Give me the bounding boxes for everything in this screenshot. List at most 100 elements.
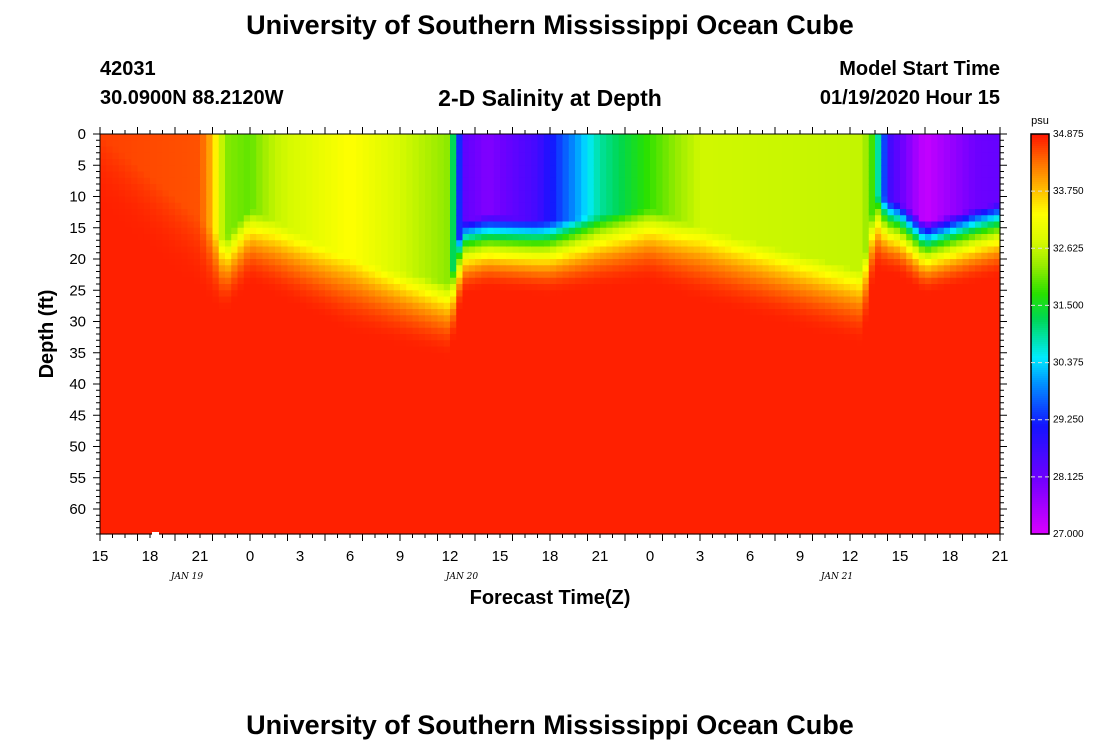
heatmap-cell: [175, 371, 182, 379]
heatmap-cell: [525, 152, 532, 160]
heatmap-cell: [218, 365, 226, 373]
heatmap-cell: [250, 352, 257, 360]
heatmap-cell: [206, 152, 214, 160]
heatmap-cell: [131, 146, 139, 154]
heatmap-cell: [350, 465, 357, 473]
heatmap-cell: [406, 477, 414, 485]
heatmap-cell: [437, 484, 445, 491]
heatmap-cell: [481, 334, 489, 341]
heatmap-cell: [543, 234, 551, 241]
heatmap-cell: [425, 196, 432, 204]
heatmap-cell: [150, 327, 157, 335]
heatmap-cell: [156, 190, 164, 198]
heatmap-cell: [281, 165, 289, 173]
heatmap-cell: [200, 240, 207, 248]
heatmap-cell: [487, 334, 495, 341]
heatmap-cell: [531, 409, 539, 416]
heatmap-cell: [331, 202, 339, 210]
heatmap-cell: [512, 165, 520, 173]
heatmap-cell: [400, 252, 407, 260]
heatmap-cell: [412, 296, 420, 304]
heatmap-cell: [406, 234, 414, 241]
heatmap-cell: [531, 321, 539, 329]
heatmap-cell: [437, 496, 445, 504]
heatmap-cell: [431, 296, 439, 304]
heatmap-cell: [156, 177, 164, 185]
heatmap-cell: [112, 371, 120, 379]
heatmap-cell: [275, 521, 282, 529]
heatmap-cell: [218, 440, 226, 448]
heatmap-cell: [393, 215, 401, 223]
heatmap-cell: [325, 146, 332, 154]
heatmap-cell: [462, 465, 470, 473]
heatmap-cell: [412, 259, 420, 266]
heatmap-cell: [262, 515, 270, 523]
heatmap-cell: [337, 502, 345, 510]
heatmap-cell: [143, 515, 151, 523]
heatmap-cell: [312, 521, 320, 529]
heatmap-cell: [381, 384, 389, 391]
heatmap-cell: [200, 490, 207, 498]
heatmap-cell: [237, 196, 245, 204]
heatmap-cell: [562, 496, 570, 504]
heatmap-cell: [368, 459, 376, 466]
heatmap-cell: [243, 177, 251, 185]
heatmap-cell: [118, 271, 126, 279]
heatmap-cell: [112, 427, 120, 435]
heatmap-cell: [550, 315, 557, 323]
heatmap-cell: [312, 302, 320, 310]
heatmap-cell: [306, 365, 314, 373]
heatmap-cell: [125, 309, 132, 316]
heatmap-cell: [412, 146, 420, 154]
heatmap-cell: [325, 340, 332, 348]
heatmap-cell: [443, 359, 451, 366]
heatmap-cell: [212, 134, 220, 141]
heatmap-cell: [356, 184, 364, 191]
heatmap-cell: [362, 340, 370, 348]
heatmap-cell: [393, 365, 401, 373]
heatmap-cell: [331, 421, 339, 429]
heatmap-cell: [331, 496, 339, 504]
heatmap-cell: [206, 309, 214, 316]
heatmap-cell: [125, 259, 132, 266]
heatmap-cell: [212, 396, 220, 404]
heatmap-cell: [375, 465, 382, 473]
heatmap-cell: [281, 227, 289, 235]
heatmap-cell: [181, 490, 189, 498]
heatmap-cell: [318, 465, 326, 473]
heatmap-cell: [293, 340, 301, 348]
heatmap-cell: [212, 459, 220, 466]
heatmap-cell: [550, 146, 557, 154]
heatmap-cell: [568, 177, 576, 185]
heatmap-cell: [581, 490, 589, 498]
heatmap-cell: [450, 502, 457, 510]
heatmap-cell: [343, 352, 351, 360]
heatmap-cell: [500, 184, 507, 191]
heatmap-cell: [431, 509, 439, 516]
heatmap-cell: [562, 309, 570, 316]
heatmap-cell: [487, 371, 495, 379]
heatmap-cell: [100, 202, 107, 210]
heatmap-cell: [275, 227, 282, 235]
heatmap-cell: [243, 327, 251, 335]
heatmap-cell: [481, 165, 489, 173]
heatmap-cell: [143, 334, 151, 341]
heatmap-cell: [381, 515, 389, 523]
heatmap-cell: [300, 477, 307, 485]
heatmap-cell: [268, 315, 276, 323]
heatmap-cell: [537, 377, 545, 385]
heatmap-cell: [112, 471, 120, 479]
heatmap-cell: [418, 215, 426, 223]
heatmap-cell: [575, 427, 582, 435]
heatmap-cell: [581, 352, 589, 360]
heatmap-cell: [112, 271, 120, 279]
heatmap-cell: [450, 296, 457, 304]
heatmap-cell: [506, 234, 514, 241]
heatmap-cell: [193, 440, 201, 448]
heatmap-cell: [118, 365, 126, 373]
heatmap-cell: [500, 190, 507, 198]
heatmap-cell: [318, 302, 326, 310]
heatmap-cell: [287, 484, 295, 491]
heatmap-cell: [425, 315, 432, 323]
heatmap-cell: [481, 359, 489, 366]
